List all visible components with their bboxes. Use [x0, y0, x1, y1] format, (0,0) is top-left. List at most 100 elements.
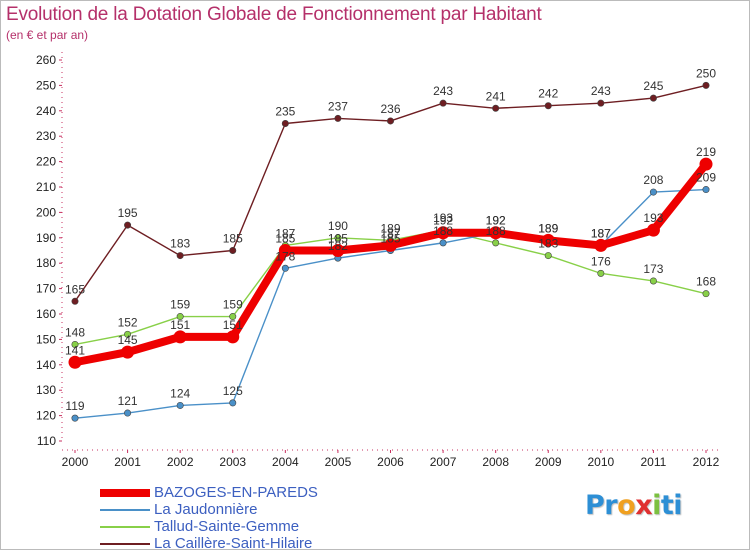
x-tick-label: 2007 [430, 455, 457, 469]
data-label: 187 [275, 226, 295, 240]
data-label: 189 [380, 221, 400, 235]
data-label: 152 [118, 315, 138, 329]
y-tick-label: 140 [36, 358, 56, 372]
x-tick-label: 2000 [62, 455, 89, 469]
data-label: 185 [275, 232, 295, 246]
legend-label: Tallud-Sainte-Gemme [154, 518, 300, 535]
legend-label: La Jaudonnière [154, 501, 258, 518]
data-label: 193 [643, 211, 663, 225]
data-point [702, 290, 710, 298]
data-label: 192 [486, 214, 506, 228]
y-tick-label: 210 [36, 180, 56, 194]
data-point [649, 277, 657, 285]
data-point [439, 239, 447, 247]
data-point [702, 186, 710, 194]
data-label: 185 [223, 232, 243, 246]
data-point [71, 340, 79, 348]
data-label: 245 [643, 79, 663, 93]
data-label: 189 [538, 221, 558, 235]
data-point [71, 414, 79, 422]
y-tick-label: 170 [36, 282, 56, 296]
legend-swatch [100, 509, 150, 511]
legend-label: BAZOGES-EN-PAREDS [154, 484, 318, 501]
data-point [436, 226, 450, 240]
data-point [492, 104, 500, 112]
logo-letter: i [673, 490, 683, 521]
data-label: 195 [118, 206, 138, 220]
data-point [124, 221, 132, 229]
data-label: 237 [328, 99, 348, 113]
data-label: 173 [643, 262, 663, 276]
data-point [439, 99, 447, 107]
series-layer [68, 81, 713, 422]
data-point [71, 297, 79, 305]
data-label: 185 [380, 232, 400, 246]
data-label: 243 [433, 84, 453, 98]
data-label: 145 [118, 333, 138, 347]
data-label: 124 [170, 386, 190, 400]
x-tick-label: 2001 [114, 455, 141, 469]
x-tick-label: 2008 [482, 455, 509, 469]
data-point [702, 81, 710, 89]
data-point [281, 264, 289, 272]
y-tick-label: 230 [36, 129, 56, 143]
data-label: 192 [486, 214, 506, 228]
data-label: 151 [223, 318, 243, 332]
chart-axes: 110 120 130 140 150 160 170 180 190 200 210 220 230 2… [36, 52, 720, 469]
data-point [121, 345, 135, 359]
data-point [489, 226, 503, 240]
x-tick-label: 2004 [272, 455, 299, 469]
x-tick-label: 2002 [167, 455, 194, 469]
series-line-3 [74, 161, 710, 367]
data-point [649, 188, 657, 196]
data-point [334, 234, 342, 242]
data-point [386, 117, 394, 125]
data-label: 241 [486, 89, 506, 103]
data-label: 190 [328, 219, 348, 233]
y-tick-label: 110 [37, 434, 56, 448]
y-tick-label: 120 [36, 409, 56, 423]
y-tick-label: 260 [36, 53, 56, 67]
data-point [229, 247, 237, 255]
data-label: 185 [328, 232, 348, 246]
y-tick-label: 220 [36, 155, 56, 169]
data-point [544, 252, 552, 260]
data-label: 242 [538, 87, 558, 101]
x-tick-label: 2005 [325, 455, 352, 469]
logo-letter: r [604, 490, 618, 521]
y-tick-label: 250 [36, 78, 56, 92]
data-label: 208 [643, 173, 663, 187]
legend-swatch [100, 489, 150, 497]
proxiti-logo: Proxiti [585, 490, 683, 521]
logo-letter: o [617, 490, 636, 521]
data-label: 192 [433, 214, 453, 228]
data-label: 188 [486, 224, 506, 238]
data-point [124, 330, 132, 338]
data-point [68, 355, 82, 369]
y-tick-label: 240 [36, 104, 56, 118]
data-point [281, 120, 289, 128]
data-label: 243 [591, 84, 611, 98]
x-tick-label: 2010 [587, 455, 614, 469]
data-label: 182 [328, 239, 348, 253]
data-label: 183 [170, 237, 190, 251]
legend-label: La Caillère-Saint-Hilaire [154, 535, 313, 552]
logo-letter: t [660, 490, 674, 521]
data-point [541, 233, 555, 247]
data-label: 187 [591, 226, 611, 240]
data-label: 151 [170, 318, 190, 332]
chart-title: Evolution de la Dotation Globale de Fonc… [6, 4, 542, 25]
data-label: 165 [65, 282, 85, 296]
data-point [331, 244, 345, 257]
data-label: 178 [275, 249, 295, 263]
data-point [229, 313, 237, 321]
y-tick-label: 160 [36, 307, 56, 321]
data-label: 183 [538, 237, 558, 251]
x-tick-label: 2003 [219, 455, 246, 469]
data-label: 141 [65, 343, 85, 357]
data-point [594, 238, 608, 252]
data-label: 235 [275, 105, 295, 119]
data-point [176, 401, 184, 409]
data-point [176, 313, 184, 321]
